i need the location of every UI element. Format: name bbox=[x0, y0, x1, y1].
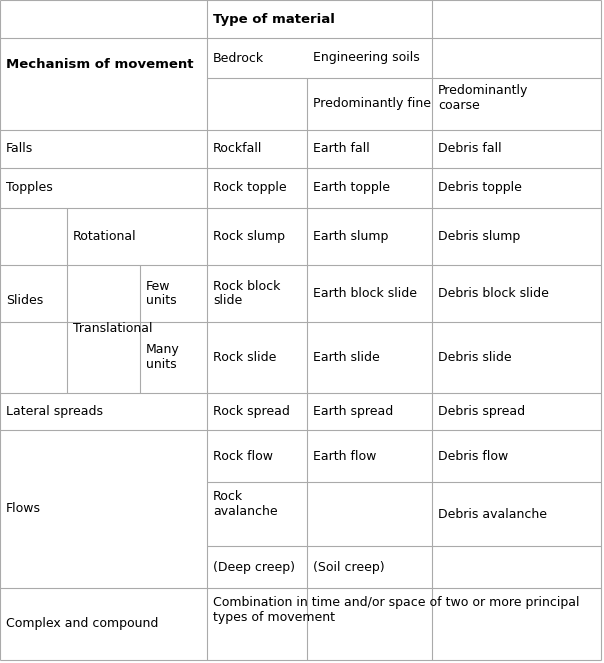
Text: Predominantly fine: Predominantly fine bbox=[313, 97, 431, 111]
Text: Falls: Falls bbox=[6, 143, 33, 156]
Text: Earth topple: Earth topple bbox=[313, 182, 390, 194]
Text: Rockfall: Rockfall bbox=[213, 143, 262, 156]
Text: Debris block slide: Debris block slide bbox=[438, 287, 549, 300]
Text: Debris topple: Debris topple bbox=[438, 182, 522, 194]
Text: Mechanism of movement: Mechanism of movement bbox=[6, 58, 193, 72]
Text: Rock
avalanche: Rock avalanche bbox=[213, 490, 278, 518]
Text: Rock slide: Rock slide bbox=[213, 351, 277, 364]
Text: Debris flow: Debris flow bbox=[438, 450, 508, 463]
Text: Complex and compound: Complex and compound bbox=[6, 617, 158, 631]
Text: Rock topple: Rock topple bbox=[213, 182, 287, 194]
Text: Debris avalanche: Debris avalanche bbox=[438, 507, 547, 520]
Text: Few
units: Few units bbox=[146, 280, 176, 308]
Text: Translational: Translational bbox=[73, 322, 152, 335]
Text: Earth slump: Earth slump bbox=[313, 230, 388, 243]
Text: Rotational: Rotational bbox=[73, 230, 137, 243]
Text: Predominantly
coarse: Predominantly coarse bbox=[438, 84, 528, 112]
Text: Rock flow: Rock flow bbox=[213, 450, 273, 463]
Text: (Deep creep): (Deep creep) bbox=[213, 560, 295, 573]
Text: (Soil creep): (Soil creep) bbox=[313, 560, 385, 573]
Text: Flows: Flows bbox=[6, 503, 41, 516]
Text: Debris fall: Debris fall bbox=[438, 143, 502, 156]
Text: Earth spread: Earth spread bbox=[313, 405, 393, 418]
Text: Lateral spreads: Lateral spreads bbox=[6, 405, 103, 418]
Text: Many
units: Many units bbox=[146, 343, 180, 371]
Text: Rock slump: Rock slump bbox=[213, 230, 285, 243]
Text: Debris slide: Debris slide bbox=[438, 351, 512, 364]
Text: Earth slide: Earth slide bbox=[313, 351, 380, 364]
Text: Rock spread: Rock spread bbox=[213, 405, 290, 418]
Text: Debris spread: Debris spread bbox=[438, 405, 525, 418]
Text: Earth flow: Earth flow bbox=[313, 450, 376, 463]
Text: Combination in time and/or space of two or more principal
types of movement: Combination in time and/or space of two … bbox=[213, 596, 579, 624]
Text: Rock block
slide: Rock block slide bbox=[213, 280, 280, 308]
Text: Earth block slide: Earth block slide bbox=[313, 287, 417, 300]
Text: Type of material: Type of material bbox=[213, 13, 335, 25]
Text: Debris slump: Debris slump bbox=[438, 230, 520, 243]
Text: Engineering soils: Engineering soils bbox=[313, 52, 420, 64]
Text: Slides: Slides bbox=[6, 294, 43, 307]
Text: Topples: Topples bbox=[6, 182, 53, 194]
Text: Bedrock: Bedrock bbox=[213, 52, 264, 64]
Text: Earth fall: Earth fall bbox=[313, 143, 370, 156]
